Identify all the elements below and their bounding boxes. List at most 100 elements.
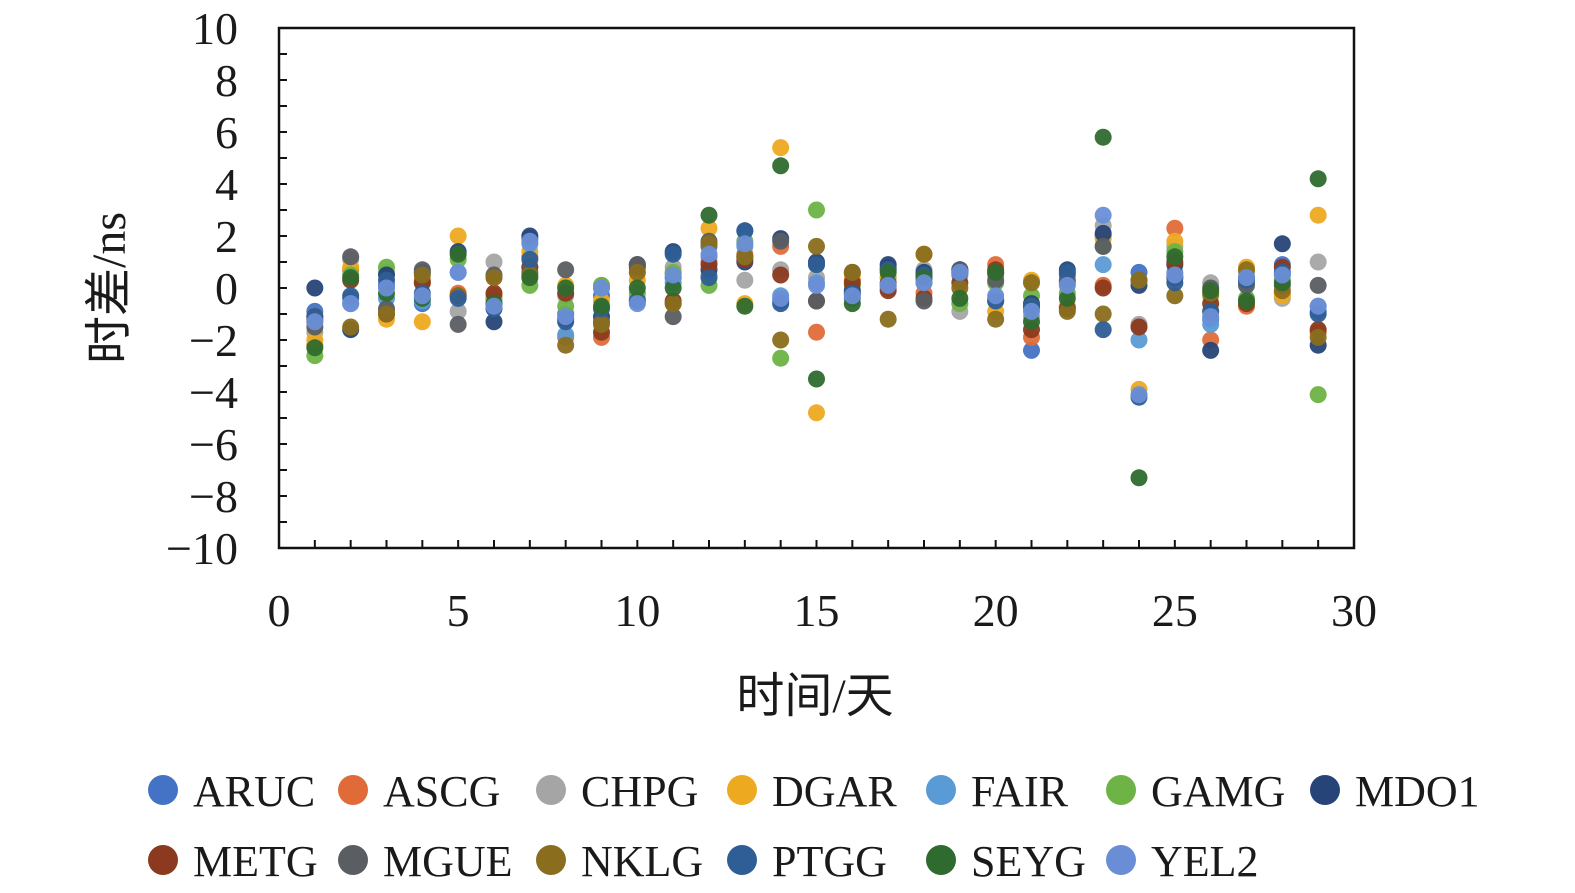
data-point <box>808 370 825 388</box>
legend-item: MGUE <box>338 837 513 886</box>
data-point <box>557 261 575 279</box>
y-tick-label: 8 <box>215 55 238 106</box>
data-point <box>306 279 324 297</box>
x-tick-label: 25 <box>1152 585 1198 636</box>
x-tick-label: 5 <box>447 585 470 636</box>
data-point <box>342 248 360 266</box>
data-point <box>485 269 503 287</box>
data-point <box>772 331 790 349</box>
plot-area <box>277 26 1356 550</box>
data-point <box>557 336 575 354</box>
legend-marker <box>926 775 956 805</box>
data-point <box>1309 170 1327 188</box>
data-point <box>1094 206 1112 224</box>
legend-label: ARUC <box>193 767 315 816</box>
legend-label: MGUE <box>383 837 513 886</box>
y-tick-label: 4 <box>215 159 238 210</box>
legend-item: FAIR <box>926 767 1069 816</box>
x-tick-label: 30 <box>1331 585 1377 636</box>
data-point <box>772 349 790 367</box>
data-point <box>342 295 360 313</box>
x-axis-title: 时间/天 <box>736 670 893 723</box>
data-point <box>413 313 431 331</box>
legend-label: MDO1 <box>1355 767 1480 816</box>
legend-label: GAMG <box>1151 767 1285 816</box>
data-point <box>413 266 431 284</box>
data-point <box>664 245 682 263</box>
data-point <box>413 287 431 305</box>
legend-item: GAMG <box>1106 767 1285 816</box>
data-point <box>700 219 718 237</box>
data-point <box>736 271 754 289</box>
series-yel2 <box>306 206 1327 404</box>
data-point <box>1058 302 1076 320</box>
data-points <box>306 128 1327 487</box>
data-point <box>1238 269 1255 287</box>
data-point <box>1202 341 1220 359</box>
data-point <box>951 263 969 281</box>
data-point <box>1058 289 1076 307</box>
data-point <box>378 305 395 323</box>
data-point <box>1094 321 1112 339</box>
y-tick-label: −2 <box>189 315 238 366</box>
data-point <box>342 318 360 336</box>
data-point <box>628 263 646 281</box>
data-point <box>449 315 467 333</box>
data-point <box>843 263 861 281</box>
data-point <box>449 302 467 320</box>
x-tick-label: 20 <box>973 585 1019 636</box>
data-point <box>1166 287 1184 305</box>
data-point <box>485 253 503 271</box>
data-point <box>1309 253 1327 271</box>
legend-label: FAIR <box>971 767 1069 816</box>
data-point <box>485 313 503 331</box>
data-point <box>951 289 969 307</box>
data-point <box>342 269 360 287</box>
data-point <box>700 206 718 224</box>
data-point <box>808 292 825 310</box>
data-point <box>1130 331 1148 349</box>
data-point <box>772 289 790 307</box>
legend-label: YEL2 <box>1151 837 1259 886</box>
legend-label: METG <box>193 837 318 886</box>
data-point <box>1202 308 1220 326</box>
data-point <box>736 248 754 266</box>
data-point <box>700 245 718 263</box>
legend-item: CHPG <box>536 767 698 816</box>
data-point <box>736 222 754 240</box>
data-point <box>772 232 790 250</box>
legend-marker <box>148 845 178 875</box>
legend-marker <box>1310 775 1340 805</box>
y-axis-title: 时差/ns <box>83 212 136 364</box>
legend-item: DGAR <box>727 767 897 816</box>
data-point <box>593 297 610 315</box>
data-point <box>521 232 539 250</box>
legend-label: PTGG <box>772 837 887 886</box>
legend-marker <box>926 845 956 875</box>
data-point <box>1273 266 1291 284</box>
data-point <box>879 276 897 294</box>
data-point <box>808 276 825 294</box>
data-point <box>593 315 610 333</box>
data-point <box>808 201 825 219</box>
y-tick-label: 2 <box>215 211 238 262</box>
data-point <box>593 279 610 297</box>
data-point <box>736 235 754 253</box>
data-point <box>987 287 1005 305</box>
y-tick-label: 0 <box>215 263 238 314</box>
legend-marker <box>148 775 178 805</box>
data-point <box>1023 274 1040 292</box>
data-point <box>1166 266 1184 284</box>
data-point <box>987 263 1005 281</box>
data-point <box>1058 276 1076 294</box>
data-point <box>879 263 897 281</box>
data-point <box>1094 305 1112 323</box>
legend-label: ASCG <box>383 767 500 816</box>
data-point <box>449 245 467 263</box>
data-point <box>521 250 539 268</box>
data-point <box>915 245 933 263</box>
data-point <box>1309 297 1327 315</box>
legend-label: NKLG <box>581 837 703 886</box>
data-point <box>449 263 467 281</box>
